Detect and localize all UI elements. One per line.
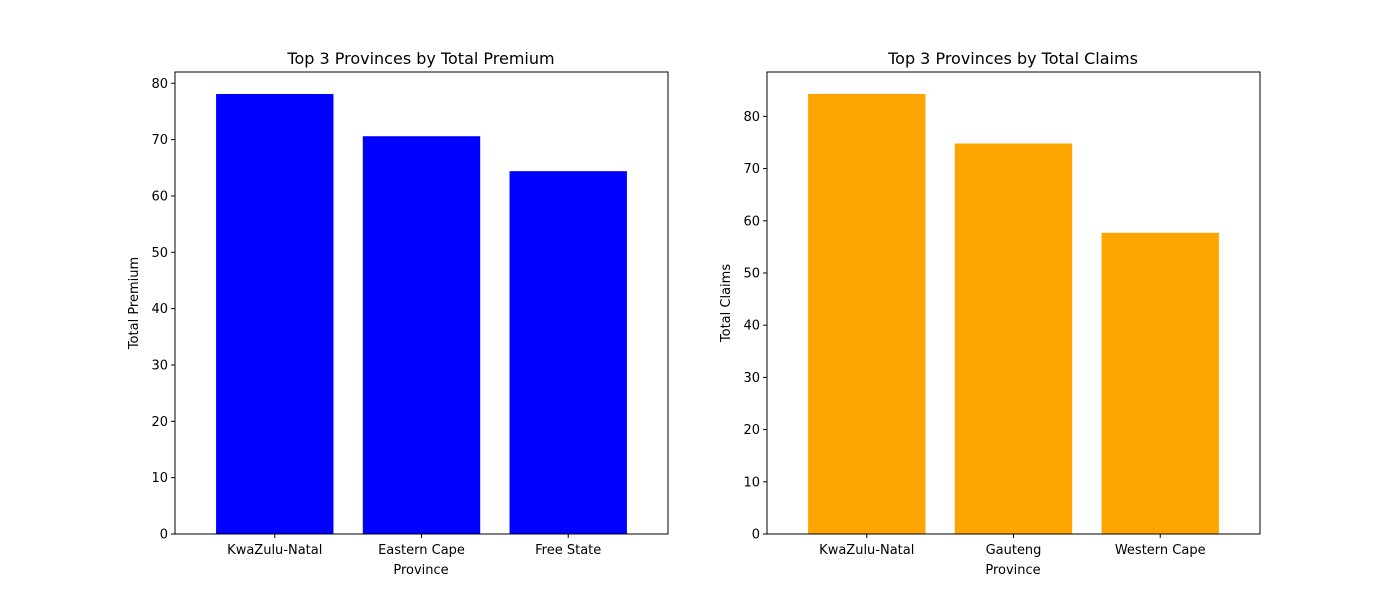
y-axis-label: Total Claims	[719, 264, 734, 343]
y-tick-label: 10	[743, 475, 760, 490]
y-tick-group: 0 10 20 30 40 50 60 70 80	[151, 77, 175, 543]
chart-title: Top 3 Provinces by Total Premium	[286, 49, 554, 68]
bar-group	[808, 93, 1219, 535]
x-tick-label: KwaZulu-Natal	[819, 543, 914, 558]
y-tick-label: 40	[151, 302, 168, 317]
bar-0	[216, 93, 334, 534]
y-tick-label: 50	[151, 246, 168, 261]
y-tick-label: 0	[160, 528, 168, 543]
y-tick-label: 80	[151, 77, 168, 92]
y-tick-label: 70	[151, 133, 168, 148]
x-tick-group: KwaZulu-Natal Gauteng Western Cape	[819, 534, 1206, 558]
y-tick-label: 20	[743, 423, 760, 438]
y-axis-label: Total Premium	[127, 257, 142, 350]
chart-title: Top 3 Provinces by Total Claims	[887, 49, 1138, 68]
y-tick-label: 20	[151, 415, 168, 430]
y-tick-label: 30	[743, 371, 760, 386]
y-tick-label: 50	[743, 266, 760, 281]
claims-chart: Top 3 Provinces by Total Claims Province…	[719, 49, 1261, 578]
y-tick-label: 60	[743, 214, 760, 229]
x-tick-label: Free State	[535, 543, 601, 558]
x-tick-label: Gauteng	[986, 543, 1042, 558]
x-tick-label: Eastern Cape	[378, 543, 465, 558]
y-tick-group: 0 10 20 30 40 50 60 70 80	[743, 110, 767, 543]
bar-1	[954, 143, 1073, 534]
y-tick-label: 30	[151, 358, 168, 373]
bar-0	[808, 93, 926, 535]
y-tick-label: 10	[151, 471, 168, 486]
y-tick-label: 60	[151, 189, 168, 204]
bar-group	[216, 93, 627, 535]
x-axis-label: Province	[393, 563, 448, 578]
y-tick-label: 70	[743, 162, 760, 177]
bar-2	[1101, 232, 1219, 534]
x-tick-label: KwaZulu-Natal	[227, 543, 322, 558]
bar-2	[509, 171, 627, 534]
y-tick-label: 40	[743, 319, 760, 334]
premium-chart: Top 3 Provinces by Total Premium Provinc…	[127, 49, 669, 578]
plot-frame	[766, 71, 1261, 535]
bar-1	[362, 136, 481, 535]
x-axis-label: Province	[985, 563, 1040, 578]
x-tick-label: Western Cape	[1115, 543, 1206, 558]
y-tick-label: 0	[752, 528, 760, 543]
x-tick-group: KwaZulu-Natal Eastern Cape Free State	[227, 534, 601, 558]
plot-frame	[174, 71, 669, 535]
y-tick-label: 80	[743, 110, 760, 125]
